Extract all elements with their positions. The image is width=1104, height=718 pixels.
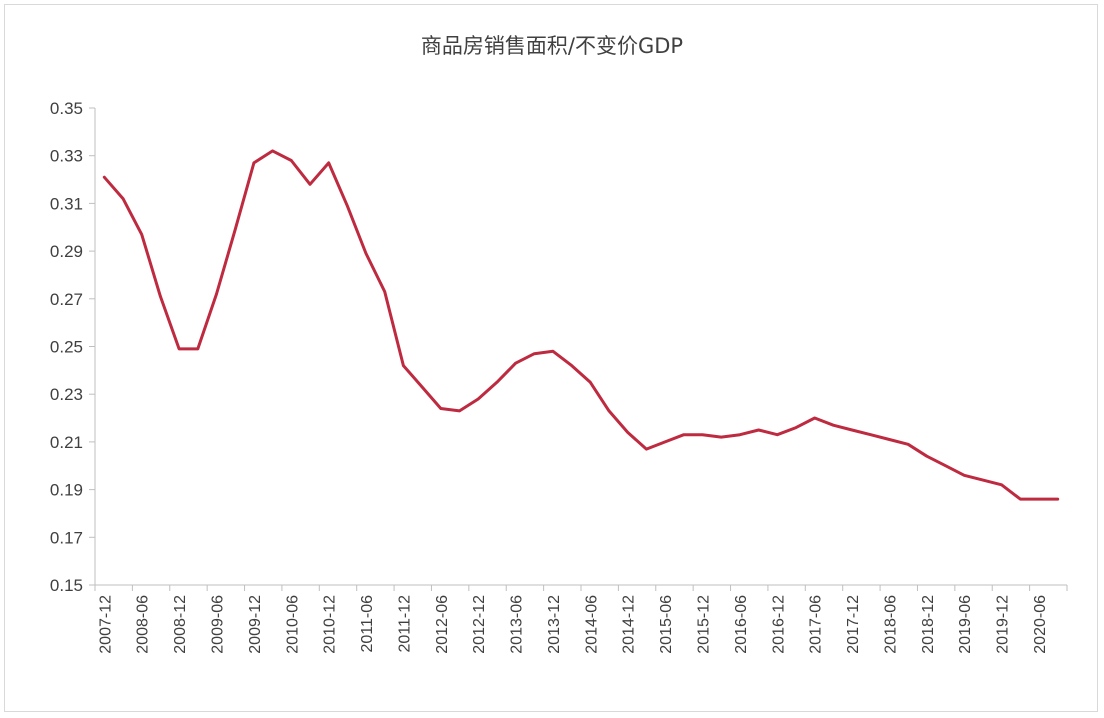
x-tick-label: 2010-12 (322, 595, 339, 654)
data-point (757, 428, 760, 432)
data-point (1019, 497, 1022, 501)
x-tick-label: 2011-12 (396, 595, 413, 653)
data-point (308, 183, 312, 186)
data-point (551, 350, 555, 353)
x-tick-label: 2018-12 (920, 595, 937, 654)
data-point (514, 361, 517, 365)
y-tick-label: 0.33 (50, 147, 83, 166)
data-point (121, 197, 125, 200)
data-point (570, 364, 573, 367)
x-tick-label: 2020-06 (1032, 595, 1049, 654)
x-tick-label: 2009-06 (210, 595, 227, 654)
y-tick-label: 0.17 (50, 528, 83, 547)
x-tick-label: 2015-06 (658, 595, 675, 654)
data-point (420, 385, 424, 389)
data-point (850, 428, 854, 432)
y-tick-label: 0.19 (50, 481, 83, 500)
x-tick-label: 2011-06 (359, 595, 376, 653)
data-point (776, 433, 779, 436)
data-point (495, 381, 499, 384)
x-tick-label: 2010-06 (284, 595, 301, 654)
data-point (476, 397, 480, 401)
y-tick-label: 0.29 (50, 242, 83, 261)
data-point (981, 478, 985, 482)
y-tick-label: 0.21 (50, 433, 83, 452)
x-tick-label: 2008-06 (135, 595, 152, 654)
data-point (364, 252, 368, 255)
data-point (663, 440, 667, 444)
data-point (906, 443, 910, 446)
data-point (271, 149, 274, 153)
data-point (607, 409, 611, 413)
x-tick-label: 2014-06 (583, 595, 600, 654)
data-point (1056, 497, 1059, 501)
data-point (925, 455, 929, 458)
data-point (626, 431, 629, 434)
data-point (140, 233, 143, 236)
x-tick-label: 2016-06 (733, 595, 750, 654)
data-point (701, 433, 704, 436)
data-point (813, 416, 816, 420)
y-tick-label: 0.27 (50, 290, 83, 309)
x-tick-label: 2019-12 (995, 595, 1012, 654)
data-point (794, 426, 798, 429)
y-tick-label: 0.15 (50, 576, 83, 595)
chart-title: 商品房销售面积/不变价GDP (420, 34, 684, 58)
x-tick-label: 2019-06 (957, 595, 974, 654)
y-axis: 0.15 0.17 0.19 0.21 0.23 0.25 0.27 0.29 0.31 0.33… (50, 99, 96, 595)
data-point (233, 228, 237, 231)
x-tick-label: 2009-12 (247, 595, 264, 654)
data-point (962, 474, 966, 477)
data-point (439, 407, 443, 410)
y-tick-label: 0.25 (50, 338, 83, 357)
data-point (458, 409, 461, 413)
x-tick-label: 2018-06 (882, 595, 899, 654)
plot-area (102, 149, 1060, 501)
data-point (1037, 497, 1041, 501)
data-point (1000, 483, 1003, 487)
x-tick-label: 2016-12 (770, 595, 787, 654)
data-point (159, 295, 162, 298)
x-tick-label: 2013-06 (509, 595, 526, 654)
x-tick-label: 2017-12 (845, 595, 862, 654)
data-point (327, 161, 330, 165)
series-line (102, 149, 1060, 501)
y-tick-label: 0.31 (50, 194, 83, 213)
data-point (252, 161, 256, 165)
data-point (103, 175, 106, 179)
data-point (944, 464, 947, 467)
x-tick-label: 2015-12 (696, 595, 713, 654)
data-point (383, 290, 386, 293)
data-point (682, 433, 686, 436)
data-point (738, 433, 742, 436)
data-point (832, 424, 835, 427)
x-tick-label: 2008-12 (172, 595, 189, 654)
x-tick-label: 2013-12 (546, 595, 563, 654)
y-tick-label: 0.23 (50, 385, 83, 404)
data-point (346, 204, 349, 207)
data-point (196, 347, 200, 351)
data-point (533, 352, 536, 355)
data-point (888, 438, 891, 441)
y-tick-label: 0.35 (50, 99, 83, 118)
data-point (177, 347, 181, 351)
data-point (402, 364, 405, 367)
x-axis: 2007-12 2008-06 2008-12 2009-06 2009-12 2010-… (94, 584, 1068, 654)
data-point (290, 159, 293, 162)
x-tick-label: 2014-12 (621, 595, 638, 654)
data-point (645, 447, 648, 451)
data-point (589, 381, 592, 384)
data-point (215, 292, 218, 296)
x-tick-label: 2007-12 (97, 595, 114, 654)
data-point (719, 435, 723, 439)
x-tick-label: 2012-12 (471, 595, 488, 654)
data-point (869, 433, 872, 436)
chart-frame (4, 4, 1098, 712)
x-tick-label: 2017-06 (808, 595, 825, 654)
x-tick-label: 2012-06 (434, 595, 451, 654)
